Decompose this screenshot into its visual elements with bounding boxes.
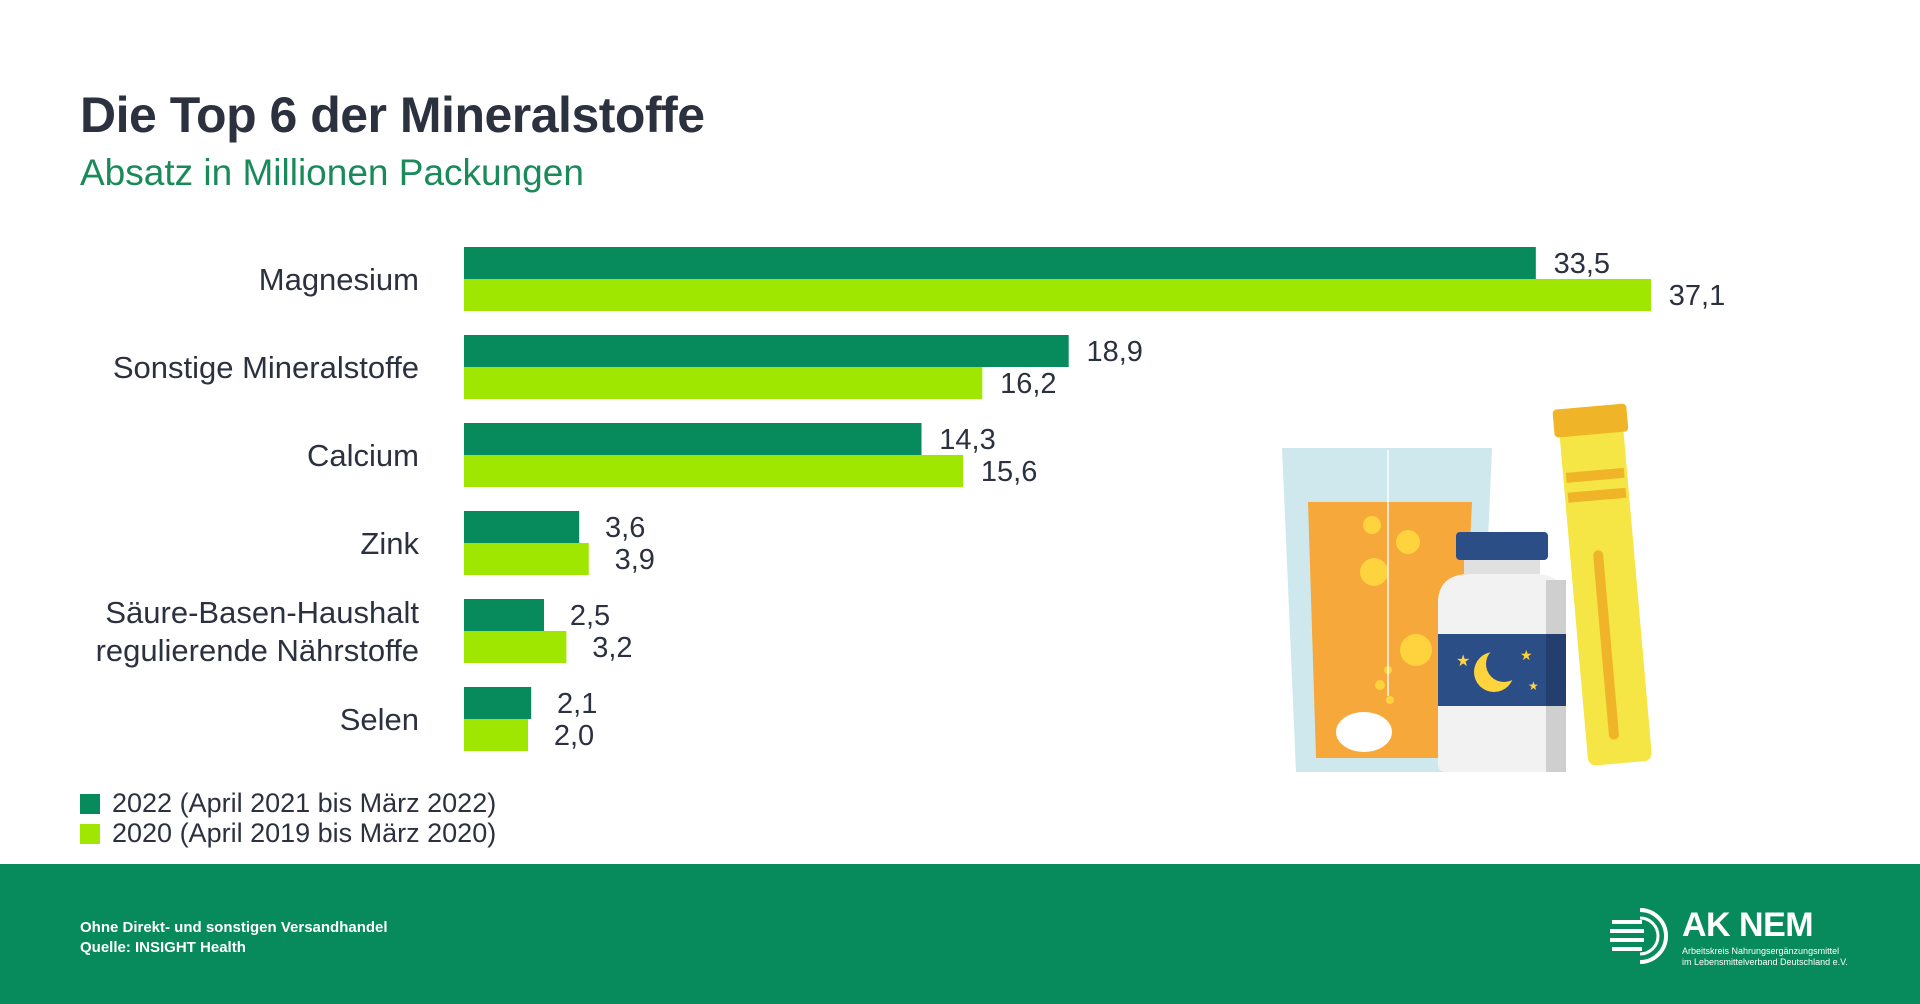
category-label-0: Magnesium [259,262,419,297]
value-label-2022-1: 18,9 [1086,336,1142,368]
bar-2020-5 [464,719,528,751]
footer-bar: Ohne Direkt- und sonstigen Versandhandel… [0,864,1920,1004]
value-label-2020-2: 15,6 [981,456,1037,488]
bar-2022-4 [464,599,544,631]
value-label-2020-1: 16,2 [1000,368,1056,400]
value-label-2022-3: 3,6 [605,512,645,544]
svg-text:★: ★ [1520,648,1533,664]
legend-label-2022: 2022 (April 2021 bis März 2022) [112,788,497,818]
value-label-2022-2: 14,3 [939,424,995,456]
bar-2020-2 [464,455,964,487]
category-label-4-line-0: Säure-Basen-Haushalt [105,595,419,630]
footer-notes: Ohne Direkt- und sonstigen Versandhandel… [80,918,388,958]
bar-2020-0 [464,279,1651,311]
category-label-2: Calcium [307,438,419,473]
category-label-4-line-1: regulierende Nährstoffe [96,633,419,668]
bar-chart: Magnesium 33,5 37,1 Sonstige Mineralstoffe 1… [96,247,1725,752]
value-label-2022-5: 2,1 [557,688,597,720]
bar-2022-5 [464,687,532,719]
value-label-2022-0: 33,5 [1554,248,1610,280]
svg-text:★: ★ [1456,651,1470,670]
category-label-1: Sonstige Mineralstoffe [113,350,419,385]
bar-2022-1 [464,335,1069,367]
bar-2022-0 [464,247,1536,279]
legend-swatch-2022 [80,794,100,814]
footer-note: Ohne Direkt- und sonstigen Versandhandel [80,919,388,936]
legend-swatch-2020 [80,824,100,844]
logo-subtitle: Arbeitskreis Nahrungsergänzungsmittel im… [1682,946,1848,968]
value-label-2020-0: 37,1 [1669,280,1725,312]
logo-subtitle-line-2: im Lebensmittelverband Deutschland e.V. [1682,957,1848,967]
category-label-3: Zink [360,526,419,561]
supplements-illustration-icon: ★ ★ ★ [1282,403,1652,772]
value-label-2020-4: 3,2 [592,632,632,664]
bar-2020-1 [464,367,983,399]
value-label-2022-4: 2,5 [570,600,610,632]
bar-2020-4 [464,631,567,663]
legend-label-2020: 2020 (April 2019 bis März 2020) [112,818,497,848]
value-label-2020-5: 2,0 [554,720,594,752]
logo-name: AK NEM [1682,906,1814,944]
legend-item-2020: 2020 (April 2019 bis März 2020) [80,818,496,849]
footer-source: Quelle: INSIGHT Health [80,939,246,956]
ak-nem-logo-icon [1610,908,1668,964]
chart-subtitle: Absatz in Millionen Packungen [80,152,584,193]
logo-subtitle-line-1: Arbeitskreis Nahrungsergänzungsmittel [1682,946,1840,956]
ak-nem-logo: AK NEM Arbeitskreis Nahrungsergänzungsmi… [1608,904,1868,974]
svg-text:★: ★ [1528,679,1539,693]
legend-item-2022: 2022 (April 2021 bis März 2022) [80,788,496,819]
category-label-5: Selen [340,702,419,737]
bar-2022-3 [464,511,580,543]
chart-title: Die Top 6 der Mineralstoffe [80,87,705,143]
bar-2022-2 [464,423,922,455]
value-label-2020-3: 3,9 [615,544,655,576]
bar-2020-3 [464,543,589,575]
